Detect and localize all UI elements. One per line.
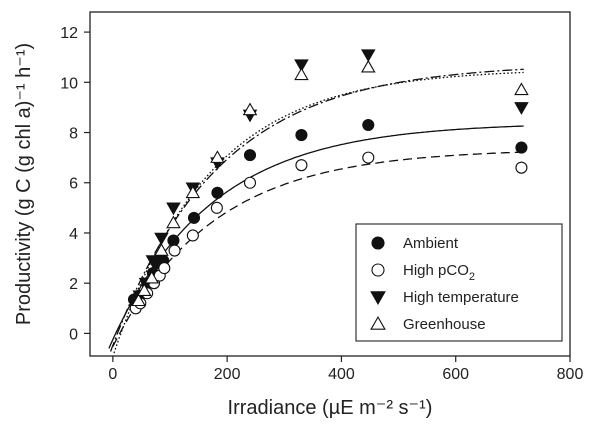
point-high-temperature: [166, 202, 181, 216]
legend-label: High temperature: [403, 289, 519, 306]
point-ambient: [515, 141, 528, 154]
point-ambient: [295, 128, 308, 142]
legend-label: Ambient: [403, 235, 459, 252]
point-high-temperature: [514, 102, 529, 115]
point-high-pco2: [158, 262, 171, 275]
point-ambient: [362, 118, 375, 132]
data-points: [127, 49, 529, 315]
x-axis-ticks: 0 200 400 600 800: [108, 356, 583, 383]
x-tick-label: 600: [442, 366, 469, 383]
y-tick-label: 10: [60, 75, 78, 92]
point-ambient: [167, 234, 180, 247]
point-greenhouse: [137, 283, 152, 297]
point-ambient: [187, 211, 201, 224]
legend-box: [355, 223, 563, 342]
point-high-pco2: [362, 151, 375, 164]
fit-curve: [113, 71, 524, 354]
legend: Ambient High pCO2 High temperature Greenhou…: [355, 223, 563, 342]
y-tick-label: 8: [69, 126, 78, 143]
y-tick-label: 6: [69, 176, 78, 193]
point-high-pco2: [210, 201, 223, 214]
point-high-pco2: [295, 159, 308, 172]
point-greenhouse: [185, 185, 201, 199]
point-greenhouse: [514, 82, 529, 96]
x-tick-label: 200: [214, 366, 241, 383]
y-axis-label: Productivity (g C (g chl a)⁻¹ h⁻¹): [13, 43, 35, 325]
y-tick-label: 0: [69, 326, 78, 343]
point-greenhouse: [131, 293, 146, 307]
point-greenhouse: [361, 59, 376, 73]
point-ambient: [243, 149, 257, 162]
y-axis-ticks: 0 2 4 6 8 10 12: [60, 25, 90, 343]
x-tick-label: 400: [328, 366, 355, 383]
plot-frame: [89, 11, 571, 357]
y-tick-label: 12: [60, 25, 78, 42]
point-high-pco2: [243, 176, 257, 189]
point-greenhouse: [144, 270, 159, 284]
point-high-pco2: [371, 263, 385, 277]
y-tick-label: 4: [69, 226, 78, 243]
fit-curve: [109, 68, 524, 352]
fit-curve: [108, 125, 524, 349]
point-greenhouse: [242, 102, 258, 116]
x-axis-label: Irradiance (µE m⁻² s⁻¹): [228, 397, 433, 419]
point-greenhouse: [154, 243, 169, 256]
point-greenhouse: [166, 215, 181, 229]
point-greenhouse: [370, 315, 386, 330]
point-high-temperature: [361, 49, 376, 63]
point-ambient: [211, 186, 224, 199]
point-high-temperature: [154, 232, 169, 246]
x-tick-label: 0: [108, 366, 117, 383]
point-high-pco2: [168, 244, 181, 257]
point-high-temperature: [145, 255, 161, 269]
point-high-pco2: [186, 229, 199, 242]
point-high-temperature: [294, 59, 309, 73]
point-high-pco2: [515, 161, 528, 174]
legend-label: High pCO2: [403, 262, 475, 283]
x-tick-label: 800: [557, 366, 584, 383]
point-ambient: [371, 236, 385, 250]
y-tick-label: 2: [69, 276, 78, 293]
point-high-temperature: [370, 291, 386, 306]
fit-curves: [108, 68, 525, 354]
point-greenhouse: [210, 150, 225, 163]
legend-label: Greenhouse: [403, 316, 486, 333]
fit-curve: [112, 151, 525, 347]
point-greenhouse: [294, 67, 309, 81]
